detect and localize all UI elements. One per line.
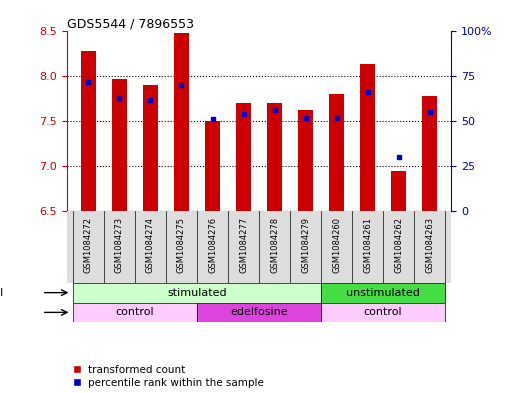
Text: edelfosine: edelfosine xyxy=(230,307,288,318)
Bar xyxy=(360,64,376,211)
Text: control: control xyxy=(115,307,154,318)
Bar xyxy=(205,121,220,211)
Text: GSM1084274: GSM1084274 xyxy=(146,217,155,273)
Text: control: control xyxy=(364,307,403,318)
Text: GSM1084273: GSM1084273 xyxy=(115,217,124,273)
Bar xyxy=(73,303,197,322)
Text: unstimulated: unstimulated xyxy=(346,288,420,298)
Text: GSM1084272: GSM1084272 xyxy=(84,217,93,273)
Bar xyxy=(422,96,438,211)
Text: GDS5544 / 7896553: GDS5544 / 7896553 xyxy=(67,17,194,30)
Bar xyxy=(329,94,344,211)
Bar xyxy=(174,33,189,211)
Bar xyxy=(321,283,445,303)
Text: stimulated: stimulated xyxy=(167,288,227,298)
Text: GSM1084278: GSM1084278 xyxy=(270,217,279,273)
Text: GSM1084279: GSM1084279 xyxy=(301,217,310,273)
Text: GSM1084260: GSM1084260 xyxy=(332,217,341,273)
Text: GSM1084262: GSM1084262 xyxy=(394,217,403,273)
Text: GSM1084275: GSM1084275 xyxy=(177,217,186,273)
Bar xyxy=(236,103,251,211)
Text: GSM1084276: GSM1084276 xyxy=(208,217,217,273)
Bar xyxy=(81,51,96,211)
Bar xyxy=(143,85,158,211)
Bar xyxy=(197,303,321,322)
Bar xyxy=(298,110,313,211)
Text: protocol: protocol xyxy=(0,288,4,298)
Bar xyxy=(267,103,282,211)
Legend: transformed count, percentile rank within the sample: transformed count, percentile rank withi… xyxy=(72,365,263,388)
Bar xyxy=(73,283,321,303)
Text: GSM1084263: GSM1084263 xyxy=(425,217,434,273)
Bar xyxy=(391,171,406,211)
Text: GSM1084261: GSM1084261 xyxy=(363,217,372,273)
Bar xyxy=(112,79,127,211)
Text: GSM1084277: GSM1084277 xyxy=(239,217,248,273)
Bar xyxy=(321,303,445,322)
